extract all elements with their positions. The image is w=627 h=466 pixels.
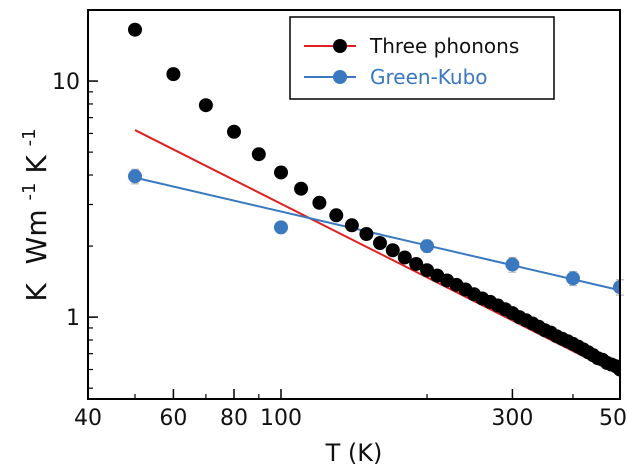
x-tick-label: 60 bbox=[159, 406, 187, 431]
x-tick-label: 80 bbox=[220, 406, 248, 431]
x-tick-label: 40 bbox=[74, 406, 102, 431]
series-layer bbox=[128, 22, 624, 377]
three-phonons-point bbox=[409, 256, 424, 271]
y-axis-kappa-symbol: K bbox=[20, 283, 53, 302]
svg-text:K Wm -1 K: K Wm -1 K -1 bbox=[9, 128, 53, 301]
three-phonons-point bbox=[312, 195, 327, 210]
legend-three-phonons-label: Three phonons bbox=[369, 34, 519, 58]
x-tick-label: 500 bbox=[599, 406, 627, 431]
three-phonons-point bbox=[294, 181, 309, 196]
three-phonons-point bbox=[274, 165, 289, 180]
y-axis-title: K Wm -1 K -1 bbox=[9, 128, 53, 301]
y-tick-label: 10 bbox=[52, 70, 80, 95]
three-phonons-point bbox=[344, 218, 359, 233]
three-phonons-point bbox=[226, 124, 241, 139]
y-tick-label: 1 bbox=[66, 306, 80, 331]
legend-green-kubo-marker bbox=[333, 70, 347, 84]
green-kubo-point bbox=[419, 239, 434, 254]
legend: Three phonons Green-Kubo bbox=[289, 16, 555, 100]
three-phonons-point bbox=[613, 362, 620, 377]
x-tick-label: 300 bbox=[491, 406, 533, 431]
series-1-fit-line bbox=[134, 176, 621, 292]
legend-box bbox=[289, 16, 555, 100]
y-axis-unit-k: K bbox=[20, 155, 53, 174]
y-axis-unit-exponent-2: -1 bbox=[19, 128, 40, 146]
three-phonons-point bbox=[359, 226, 374, 241]
tick-layer: 40 60 80 100 300 500 1 10 bbox=[52, 9, 627, 431]
x-axis-title: T (K) bbox=[325, 439, 383, 466]
y-axis-unit-exponent-1: -1 bbox=[19, 183, 40, 201]
three-phonons-point bbox=[166, 67, 181, 82]
marker-group bbox=[128, 22, 620, 377]
three-phonons-point bbox=[198, 98, 213, 113]
three-phonons-point bbox=[419, 263, 434, 278]
x-tick-label: 100 bbox=[260, 406, 302, 431]
green-kubo-point bbox=[505, 257, 520, 272]
three-phonons-point bbox=[372, 236, 387, 251]
green-kubo-point bbox=[128, 169, 143, 184]
three-phonons-point bbox=[329, 208, 344, 223]
three-phonons-point bbox=[128, 22, 143, 37]
legend-three-phonons-marker bbox=[333, 39, 347, 53]
green-kubo-point bbox=[565, 271, 580, 286]
green-kubo-point bbox=[613, 280, 620, 295]
green-kubo-point bbox=[274, 220, 289, 235]
y-axis-unit-w: Wm bbox=[20, 209, 53, 264]
three-phonons-point bbox=[251, 147, 266, 162]
legend-green-kubo-label: Green-Kubo bbox=[370, 65, 488, 89]
three-phonons-point bbox=[385, 243, 400, 258]
three-phonons-point bbox=[397, 250, 412, 265]
